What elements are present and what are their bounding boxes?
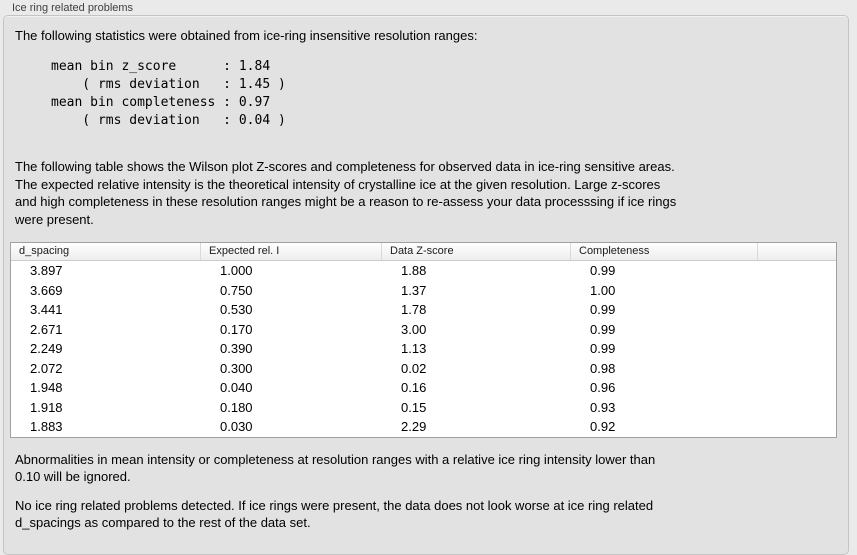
table-row[interactable]: 2.072 0.300 0.02 0.98	[11, 359, 836, 379]
table-row[interactable]: 3.441 0.530 1.78 0.99	[11, 300, 836, 320]
stats-block: mean bin z_score : 1.84 ( rms deviation …	[51, 59, 286, 128]
table-cell: 0.030	[220, 419, 253, 435]
table-cell: 1.883	[30, 419, 63, 435]
conclusion-note: No ice ring related problems detected. I…	[15, 497, 654, 530]
table-cell: 0.96	[590, 380, 616, 396]
table-cell: 3.00	[401, 321, 427, 337]
column-header-expected-rel-i[interactable]: Expected rel. I	[201, 243, 382, 260]
ice-ring-group-box: The following statistics were obtained f…	[3, 15, 849, 555]
column-header-data-z-score[interactable]: Data Z-score	[382, 243, 571, 260]
table-cell: 0.92	[590, 419, 616, 435]
table-cell: 3.441	[30, 302, 63, 318]
stats-intro-text: The following statistics were obtained f…	[15, 28, 478, 43]
table-cell: 0.15	[401, 399, 427, 415]
table-row[interactable]: 1.883 0.030 2.29 0.92	[11, 417, 836, 437]
table-cell: 0.99	[590, 341, 616, 357]
table-cell: 1.948	[30, 380, 63, 396]
table-cell: 2.671	[30, 321, 63, 337]
table-cell: 1.78	[401, 302, 427, 318]
table-description: The following table shows the Wilson plo…	[15, 159, 677, 227]
table-row[interactable]: 2.671 0.170 3.00 0.99	[11, 320, 836, 340]
table-cell: 0.390	[220, 341, 253, 357]
table-cell: 2.29	[401, 419, 427, 435]
table-cell: 0.16	[401, 380, 427, 396]
table-cell: 2.249	[30, 341, 63, 357]
table-row[interactable]: 1.948 0.040 0.16 0.96	[11, 378, 836, 398]
table-cell: 0.02	[401, 360, 427, 376]
column-header-blank[interactable]	[758, 243, 836, 260]
table-cell: 0.530	[220, 302, 253, 318]
column-header-completeness[interactable]: Completeness	[571, 243, 758, 260]
table-body: 3.897 1.000 1.88 0.99 3.669 0.750 1.37 1.00 3.44…	[11, 261, 836, 437]
table-row[interactable]: 2.249 0.390 1.13 0.99	[11, 339, 836, 359]
table-row[interactable]: 1.918 0.180 0.15 0.93	[11, 398, 836, 418]
table-row[interactable]: 3.897 1.000 1.88 0.99	[11, 261, 836, 281]
column-header-d-spacing[interactable]: d_spacing	[11, 243, 201, 260]
table-cell: 0.99	[590, 263, 616, 279]
table-cell: 0.170	[220, 321, 253, 337]
table-cell: 0.93	[590, 399, 616, 415]
table-cell: 0.040	[220, 380, 253, 396]
table-row[interactable]: 3.669 0.750 1.37 1.00	[11, 281, 836, 301]
table-cell: 0.98	[590, 360, 616, 376]
ignore-threshold-note: Abnormalities in mean intensity or compl…	[15, 451, 656, 484]
table-cell: 1.88	[401, 263, 427, 279]
table-header-row: d_spacing Expected rel. I Data Z-score Comp…	[11, 243, 836, 261]
table-cell: 0.300	[220, 360, 253, 376]
table-cell: 0.99	[590, 302, 616, 318]
table-cell: 1.37	[401, 282, 427, 298]
table-cell: 3.669	[30, 282, 63, 298]
table-cell: 1.00	[590, 282, 616, 298]
table-cell: 1.000	[220, 263, 253, 279]
table-cell: 0.180	[220, 399, 253, 415]
table-cell: 3.897	[30, 263, 63, 279]
table-cell: 0.99	[590, 321, 616, 337]
table-cell: 0.750	[220, 282, 253, 298]
table-cell: 1.13	[401, 341, 427, 357]
table-cell: 1.918	[30, 399, 63, 415]
ice-ring-table: d_spacing Expected rel. I Data Z-score Comp…	[10, 242, 837, 438]
group-box-title: Ice ring related problems	[12, 2, 134, 14]
table-cell: 2.072	[30, 360, 63, 376]
